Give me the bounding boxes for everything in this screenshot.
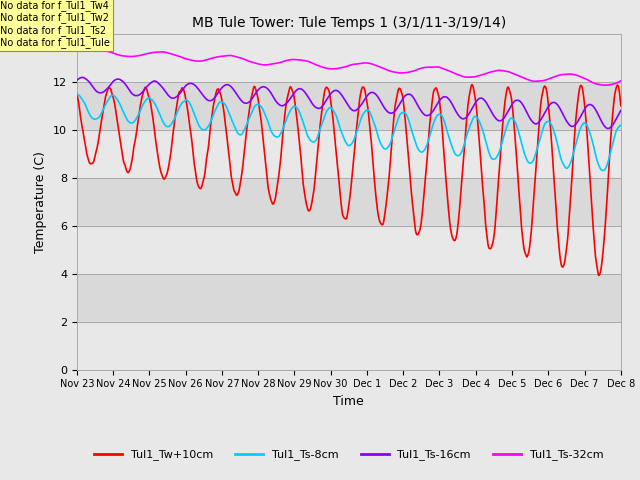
X-axis label: Time: Time: [333, 395, 364, 408]
Bar: [77, 178, 621, 226]
Title: MB Tule Tower: Tule Temps 1 (3/1/11-3/19/14): MB Tule Tower: Tule Temps 1 (3/1/11-3/19…: [191, 16, 506, 30]
Bar: [77, 82, 621, 130]
Y-axis label: Temperature (C): Temperature (C): [35, 151, 47, 252]
Text: No data for f_Tul1_Tw4
No data for f_Tul1_Tw2
No data for f_Tul1_Ts2
No data for: No data for f_Tul1_Tw4 No data for f_Tul…: [0, 0, 110, 48]
Legend: Tul1_Tw+10cm, Tul1_Ts-8cm, Tul1_Ts-16cm, Tul1_Ts-32cm: Tul1_Tw+10cm, Tul1_Ts-8cm, Tul1_Ts-16cm,…: [90, 445, 608, 465]
Bar: [77, 274, 621, 322]
